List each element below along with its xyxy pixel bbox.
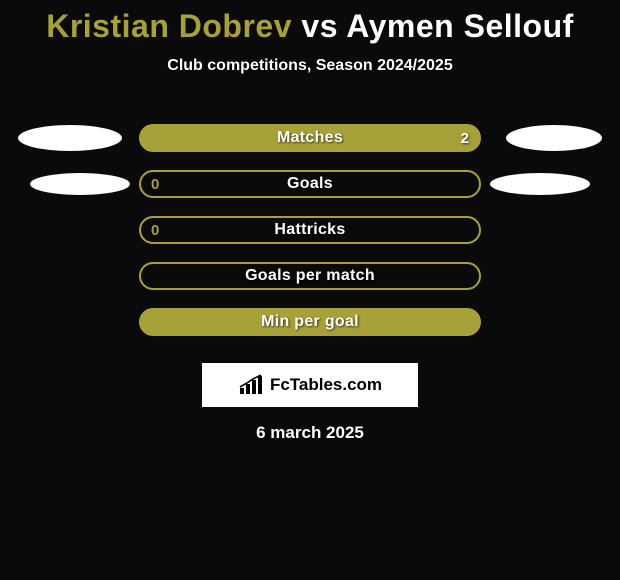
stat-bar: Matches 2 [139,124,481,152]
vs-text: vs [301,8,338,44]
stat-bar: Goals per match [139,262,481,290]
stat-label: Goals per match [245,267,375,285]
stat-value-left: 0 [151,222,159,239]
stat-label: Min per goal [261,313,359,331]
ellipse-left [30,173,130,195]
player1-name: Kristian Dobrev [46,8,292,44]
chart-icon [238,374,264,396]
stat-label: Goals [287,175,333,193]
subtitle: Club competitions, Season 2024/2025 [0,57,620,75]
logo-text: FcTables.com [270,375,382,395]
stat-value-right: 2 [461,130,469,147]
stat-row: Min per goal [10,299,610,345]
stat-label: Hattricks [274,221,345,239]
stat-label: Matches [277,129,343,147]
ellipse-right [490,173,590,195]
ellipse-left [18,125,122,151]
stat-bar: Goals 0 [139,170,481,198]
stat-row: Goals 0 [10,161,610,207]
date-label: 6 march 2025 [0,423,620,443]
stat-row: Goals per match [10,253,610,299]
player2-name: Aymen Sellouf [346,8,574,44]
ellipse-right [506,125,602,151]
comparison-title: Kristian Dobrev vs Aymen Sellouf [0,0,620,45]
stat-row: Hattricks 0 [10,207,610,253]
stat-value-left: 0 [151,176,159,193]
stat-bar: Hattricks 0 [139,216,481,244]
fctables-logo[interactable]: FcTables.com [202,363,418,407]
stat-bar: Min per goal [139,308,481,336]
stat-row: Matches 2 [10,115,610,161]
comparison-chart: Matches 2 Goals 0 Hattricks 0 Goals per match M… [0,115,620,345]
